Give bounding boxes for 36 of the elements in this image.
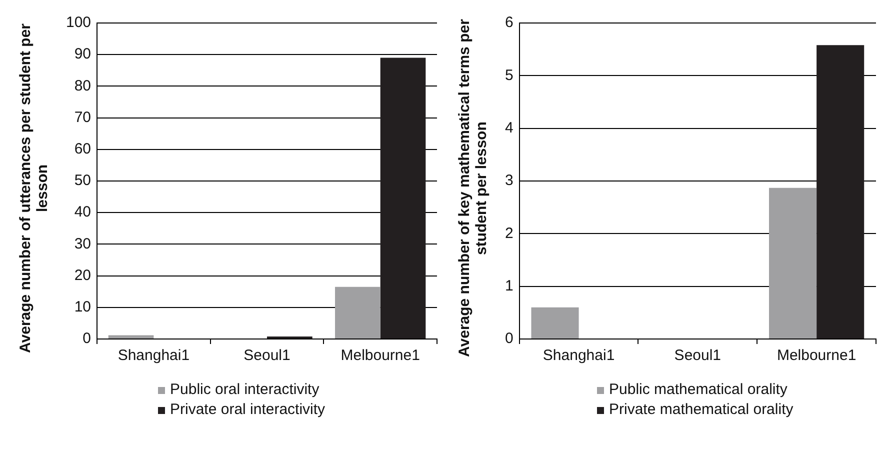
bar <box>816 45 864 338</box>
bar <box>335 286 380 338</box>
y-tick-label: 40 <box>74 204 92 221</box>
x-tick-label: Seoul1 <box>244 347 290 364</box>
y-tick-label: 100 <box>66 14 92 32</box>
y-tick-label: 6 <box>505 14 514 32</box>
legend-label: Private oral interactivity <box>170 400 326 420</box>
x-tick-label: Melbourne1 <box>340 347 420 364</box>
y-axis-title: Average number of utterances per student per lesson <box>17 22 51 355</box>
bar <box>380 58 426 338</box>
y-tick-label: 80 <box>74 77 92 94</box>
y-tick-label: 60 <box>74 140 92 158</box>
y-tick-label: 1 <box>505 277 514 294</box>
x-tick-label: Melbourne1 <box>776 347 856 364</box>
y-tick-label: 5 <box>505 66 514 84</box>
y-tick-label: 4 <box>505 119 514 136</box>
y-tick-label: 0 <box>505 330 514 348</box>
x-tick-label: Shanghai1 <box>542 347 615 364</box>
y-tick-label: 10 <box>74 298 92 316</box>
y-axis-title: Average number of key mathematical terms per student per lesson <box>456 18 490 358</box>
legend-label: Private mathematical orality <box>609 400 794 420</box>
y-tick-label: 70 <box>74 108 92 126</box>
bar <box>769 188 817 338</box>
x-tick-label: Seoul1 <box>674 347 722 364</box>
y-tick-label: 2 <box>505 224 514 242</box>
y-tick-label: 3 <box>505 172 514 190</box>
bar <box>108 335 154 338</box>
legend-label: Public mathematical orality <box>609 380 788 400</box>
y-tick-label: 50 <box>74 172 92 190</box>
y-tick-label: 0 <box>82 330 92 348</box>
legend-label: Public oral interactivity <box>170 380 320 400</box>
y-tick-label: 30 <box>74 235 92 252</box>
x-tick-label: Shanghai1 <box>118 347 190 364</box>
y-tick-label: 90 <box>74 46 92 63</box>
y-tick-label: 20 <box>74 266 92 284</box>
bar <box>531 307 579 338</box>
